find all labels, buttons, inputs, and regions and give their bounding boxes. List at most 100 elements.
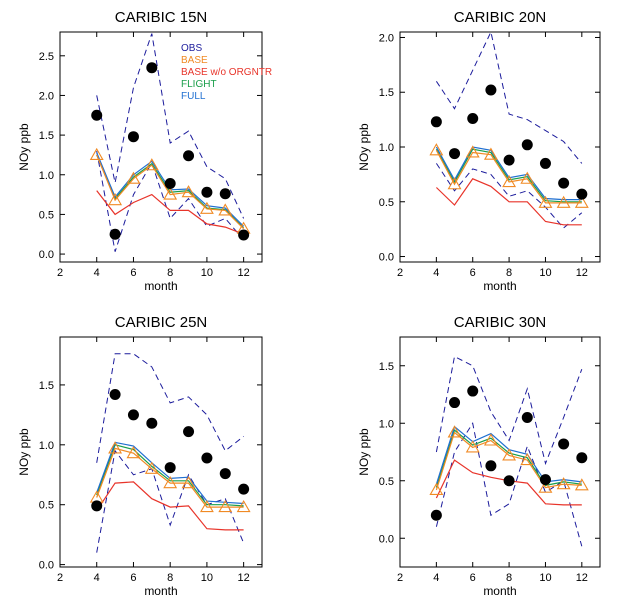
obs-point	[219, 468, 231, 480]
x-tick-label: 2	[57, 267, 63, 279]
base-marker	[520, 452, 535, 466]
panel-title: CARIBIC 25N	[115, 314, 208, 331]
obs-point	[164, 462, 176, 474]
x-tick-label: 6	[470, 572, 476, 584]
series-line-full	[96, 152, 245, 227]
y-tick-label: 1.0	[379, 142, 394, 154]
x-tick-label: 8	[167, 267, 173, 279]
data-layer	[435, 355, 583, 547]
chart-panel-1: 2 4 6 8 10 12 0.0 0.5 1.0 1.5 2.0 2.5 CARIBIC 15N mon…	[17, 9, 263, 293]
obs-lower-line	[435, 163, 583, 229]
series-line-full	[435, 146, 582, 201]
obs-point	[558, 438, 570, 450]
y-tick-label: 0.0	[39, 249, 54, 261]
obs-point	[146, 62, 158, 74]
x-tick-label: 4	[433, 572, 439, 584]
y-tick-label: 1.5	[39, 130, 54, 142]
base-marker	[502, 448, 517, 461]
x-tick-label: 12	[576, 572, 588, 584]
y-axis-label: NOy ppb	[17, 428, 31, 476]
obs-point	[127, 131, 139, 143]
series-line-flight	[96, 444, 244, 507]
base-marker	[218, 203, 233, 216]
base-marker	[144, 158, 159, 171]
y-tick-label: 0.5	[39, 500, 54, 512]
series-line-full	[96, 441, 244, 505]
obs-point	[449, 148, 461, 160]
obs-upper-line	[435, 355, 583, 466]
x-tick-label: 4	[94, 572, 100, 584]
legend-item-base: BASE	[181, 55, 208, 66]
obs-point	[164, 177, 176, 189]
obs-point	[467, 385, 479, 397]
obs-point	[449, 397, 461, 409]
obs-lower-line	[435, 421, 583, 547]
obs-point	[521, 412, 533, 423]
panel-title: CARIBIC 15N	[115, 9, 208, 26]
base-marker	[108, 193, 123, 206]
x-tick-label: 8	[167, 572, 173, 584]
x-tick-label: 10	[201, 267, 213, 279]
obs-point	[219, 188, 231, 200]
y-axis-label: NOy ppb	[357, 428, 371, 476]
base-marker	[429, 482, 444, 496]
data-layer	[96, 33, 245, 252]
y-tick-label: 1.5	[379, 87, 394, 99]
x-tick-label: 8	[506, 572, 512, 584]
x-tick-label: 2	[57, 572, 63, 584]
obs-upper-line	[435, 32, 583, 164]
base-marker	[574, 195, 589, 208]
obs-point	[146, 417, 158, 429]
base-marker	[218, 499, 233, 513]
obs-point	[467, 113, 479, 125]
obs-upper-line	[96, 353, 244, 463]
obs-point	[430, 116, 442, 128]
x-axis-label: month	[144, 584, 177, 598]
obs-point	[503, 475, 515, 487]
legend-item-base-wo-orgntr: BASE w/o ORGNTR	[181, 67, 272, 78]
legend-item-obs: OBS	[181, 43, 202, 54]
x-tick-label: 8	[506, 267, 512, 279]
chart-panel-2: 2 4 6 8 10 12 0.0 0.5 1.0 1.5 2.0 CARIBIC 20N month N…	[357, 9, 601, 293]
base-marker	[236, 499, 251, 513]
plot-frame	[399, 336, 601, 568]
obs-point	[539, 474, 551, 486]
obs-point	[576, 188, 588, 200]
obs-point	[521, 139, 533, 151]
y-tick-label: 2.5	[39, 51, 54, 63]
x-tick-label: 4	[94, 267, 100, 279]
x-tick-label: 6	[470, 267, 476, 279]
obs-point	[539, 157, 551, 169]
obs-point	[430, 509, 442, 521]
obs-point	[183, 426, 195, 438]
obs-point	[201, 186, 213, 198]
base-marker	[465, 145, 480, 158]
x-tick-label: 10	[539, 267, 551, 279]
obs-point	[485, 460, 497, 472]
legend: OBS BASE BASE w/o ORGNTR FLIGHT FULL	[181, 43, 272, 102]
obs-point	[109, 389, 121, 400]
y-tick-label: 0.0	[379, 252, 394, 264]
base-marker	[181, 476, 196, 489]
base-marker	[556, 477, 571, 490]
obs-point	[503, 154, 515, 166]
y-tick-label: 2.0	[379, 32, 394, 44]
y-tick-label: 0.5	[379, 197, 394, 209]
x-tick-label: 12	[576, 267, 588, 279]
base-marker	[483, 147, 498, 160]
plot-frame	[59, 31, 263, 263]
plot-frame	[59, 336, 263, 568]
base-marker	[483, 433, 498, 446]
obs-point	[201, 452, 213, 464]
x-tick-label: 6	[130, 572, 136, 584]
y-tick-label: 0.5	[39, 209, 54, 221]
panel-title: CARIBIC 20N	[454, 9, 547, 26]
chart-panel-4: 2 4 6 8 10 12 0.0 0.5 1.0 1.5 CARIBIC 30N month NOy …	[357, 314, 601, 598]
y-tick-label: 1.0	[379, 418, 394, 430]
series-line-flight	[435, 429, 582, 488]
chart-panel-3: 2 4 6 8 10 12 0.0 0.5 1.0 1.5 CARIBIC 25N month NOy …	[17, 314, 263, 598]
series-line-flight	[96, 154, 245, 229]
base-marker	[126, 446, 141, 459]
obs-point	[109, 228, 121, 240]
